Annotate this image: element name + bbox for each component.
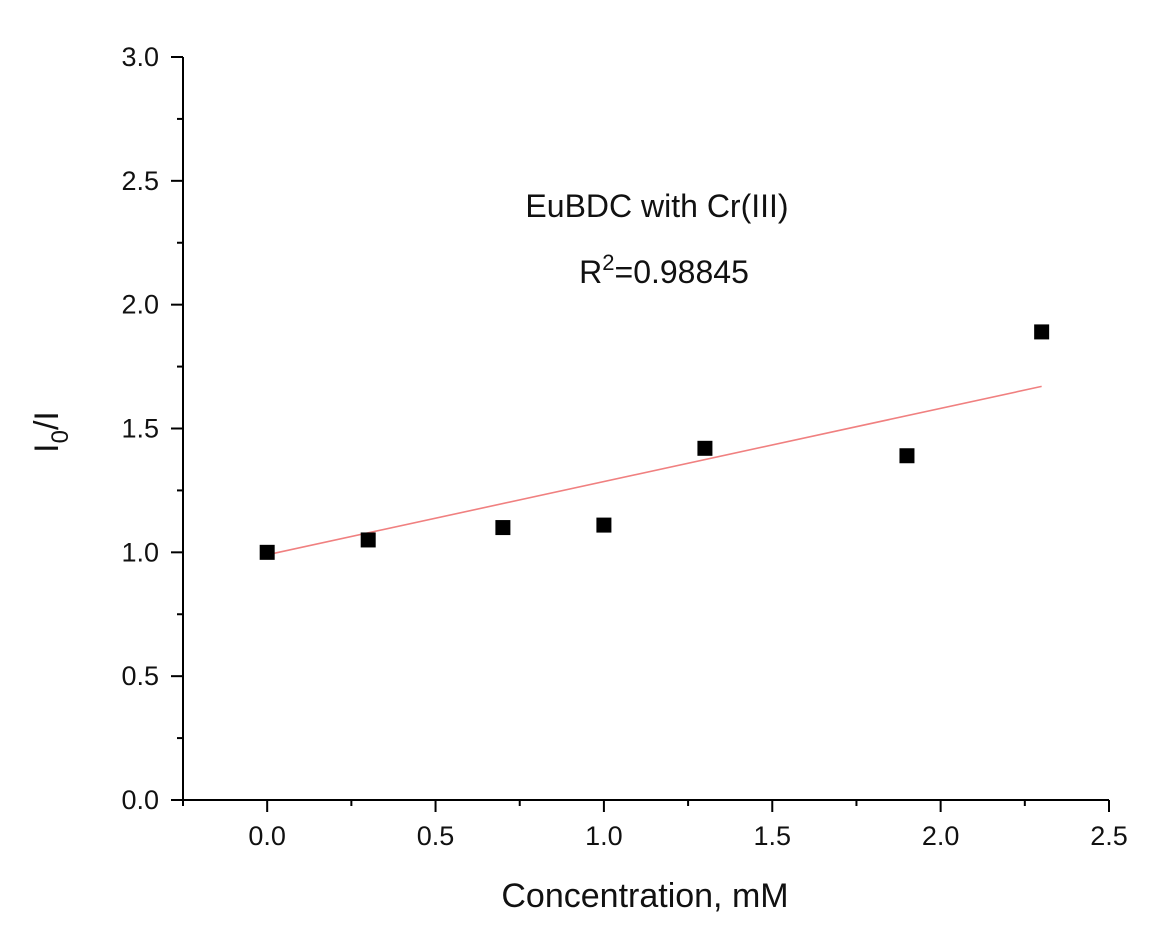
y-tick-label: 1.5 (121, 414, 159, 444)
data-point (360, 532, 376, 548)
r-label: R (579, 254, 602, 290)
x-axis-title: Concentration, mM (501, 877, 788, 915)
y-tick-label: 2.5 (121, 166, 159, 196)
y-axis-title-main: I (28, 443, 66, 452)
axes (182, 57, 1109, 801)
x-tick-label: 0.5 (417, 821, 455, 851)
annotation-title: EuBDC with Cr(III) (525, 188, 788, 224)
y-axis-title-tail: /I (28, 411, 66, 430)
data-point (1034, 324, 1050, 340)
x-tick-label: 0.0 (248, 821, 286, 851)
y-axis-title-sub: 0 (47, 430, 74, 443)
data-points (259, 324, 1050, 560)
y-axis-title: I0/I (28, 411, 74, 453)
r-value: =0.98845 (615, 254, 749, 290)
data-point (899, 448, 915, 464)
y-tick-label: 0.0 (121, 785, 159, 815)
x-tick-label: 1.5 (753, 821, 791, 851)
y-tick-label: 3.0 (121, 42, 159, 72)
x-tick-label: 1.0 (585, 821, 623, 851)
data-point (495, 520, 511, 536)
data-point (697, 440, 713, 456)
fit-line (267, 385, 1042, 556)
fit-line-group (267, 385, 1042, 556)
data-point (259, 544, 275, 560)
y-tick-label: 2.0 (121, 290, 159, 320)
r-superscript: 2 (602, 250, 614, 275)
x-tick-label: 2.0 (922, 821, 960, 851)
x-tick-label: 2.5 (1090, 821, 1128, 851)
y-tick-label: 0.5 (121, 661, 159, 691)
y-tick-label: 1.0 (121, 537, 159, 567)
ticks: 0.0 0.5 1.0 1.5 2.0 2.5 3.0 0.0 0.5 1.0 1.5 2.0 2.5 (121, 42, 1127, 851)
data-point (596, 517, 612, 533)
annotation-r-squared: R2=0.98845 (579, 250, 749, 290)
